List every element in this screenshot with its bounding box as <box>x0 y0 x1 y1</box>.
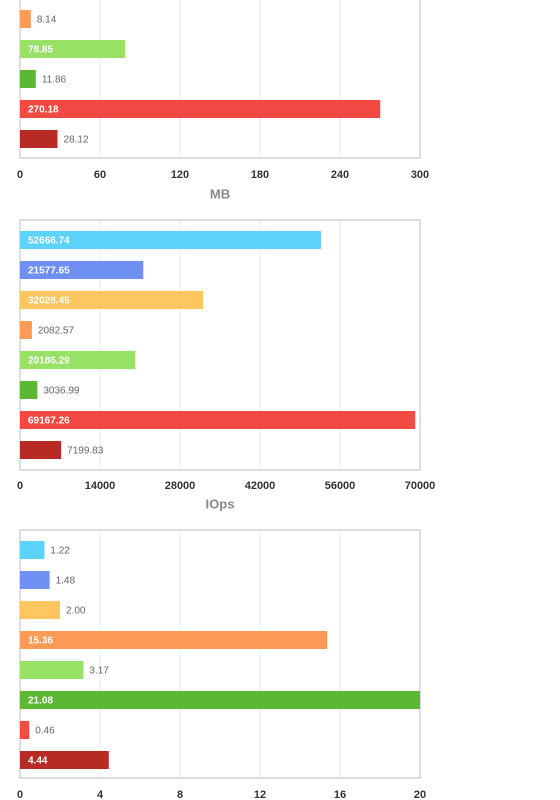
plot-frame <box>19 529 421 779</box>
bar <box>20 351 136 369</box>
bars <box>20 231 416 459</box>
x-tick-label: 70000 <box>405 480 436 492</box>
value-label: 4.44 <box>28 756 48 767</box>
bar <box>20 441 62 459</box>
value-label: 3036.99 <box>43 386 80 397</box>
x-tick-label: 42000 <box>245 480 276 492</box>
bar <box>20 40 126 58</box>
x-tick-label: 0 <box>17 789 23 800</box>
x-tick-label: 8 <box>177 789 183 800</box>
x-tick-label: 12 <box>254 789 266 800</box>
bar <box>20 261 144 279</box>
value-label: 21.08 <box>28 696 53 707</box>
bar <box>20 321 32 339</box>
x-tick-label: 4 <box>97 789 104 800</box>
bar <box>20 571 50 589</box>
plot-frame <box>19 219 421 471</box>
value-label: 270.18 <box>28 105 59 116</box>
value-label: 8.14 <box>37 15 57 26</box>
value-label: 32028.45 <box>28 296 70 307</box>
x-tick-label: 240 <box>331 169 349 181</box>
x-tick-label: 300 <box>411 169 429 181</box>
bar <box>20 70 36 88</box>
value-label: 28.12 <box>63 135 88 146</box>
bar <box>20 100 381 118</box>
bar <box>20 691 420 709</box>
x-tick-label: 28000 <box>165 480 196 492</box>
value-label: 1.48 <box>56 576 76 587</box>
x-axis-title: IOps <box>206 496 235 511</box>
x-tick-label: 16 <box>334 789 346 800</box>
bar <box>20 411 416 429</box>
bars <box>20 541 420 769</box>
x-axis-title: MB <box>210 186 230 201</box>
x-tick-label: 0 <box>17 480 23 492</box>
bar <box>20 631 328 649</box>
bar <box>20 661 84 679</box>
value-label: 2.00 <box>66 606 86 617</box>
bar <box>20 231 321 249</box>
value-label: 11.86 <box>42 75 67 86</box>
x-tick-label: 180 <box>251 169 269 181</box>
bar <box>20 751 109 769</box>
bar <box>20 601 60 619</box>
value-label: 1.22 <box>50 546 70 557</box>
value-label: 3.17 <box>89 666 109 677</box>
value-label: 78.85 <box>28 45 53 56</box>
x-tick-label: 120 <box>171 169 189 181</box>
value-label: 21577.65 <box>28 266 70 277</box>
bar <box>20 10 31 28</box>
value-label: 52666.74 <box>28 236 70 247</box>
bar <box>20 541 45 559</box>
value-label: 20186.29 <box>28 356 70 367</box>
bar <box>20 291 204 309</box>
x-tick-label: 0 <box>17 169 23 181</box>
bars <box>20 10 381 148</box>
bar <box>20 721 30 739</box>
value-label: 7199.83 <box>67 446 104 457</box>
value-label: 2082.57 <box>38 326 75 337</box>
value-label: 0.46 <box>35 726 55 737</box>
x-tick-label: 20 <box>414 789 426 800</box>
bar <box>20 381 38 399</box>
bar <box>20 130 58 148</box>
value-label: 69167.26 <box>28 416 70 427</box>
value-label: 15.36 <box>28 636 53 647</box>
x-tick-label: 14000 <box>85 480 116 492</box>
x-tick-label: 60 <box>94 169 106 181</box>
x-tick-label: 56000 <box>325 480 356 492</box>
